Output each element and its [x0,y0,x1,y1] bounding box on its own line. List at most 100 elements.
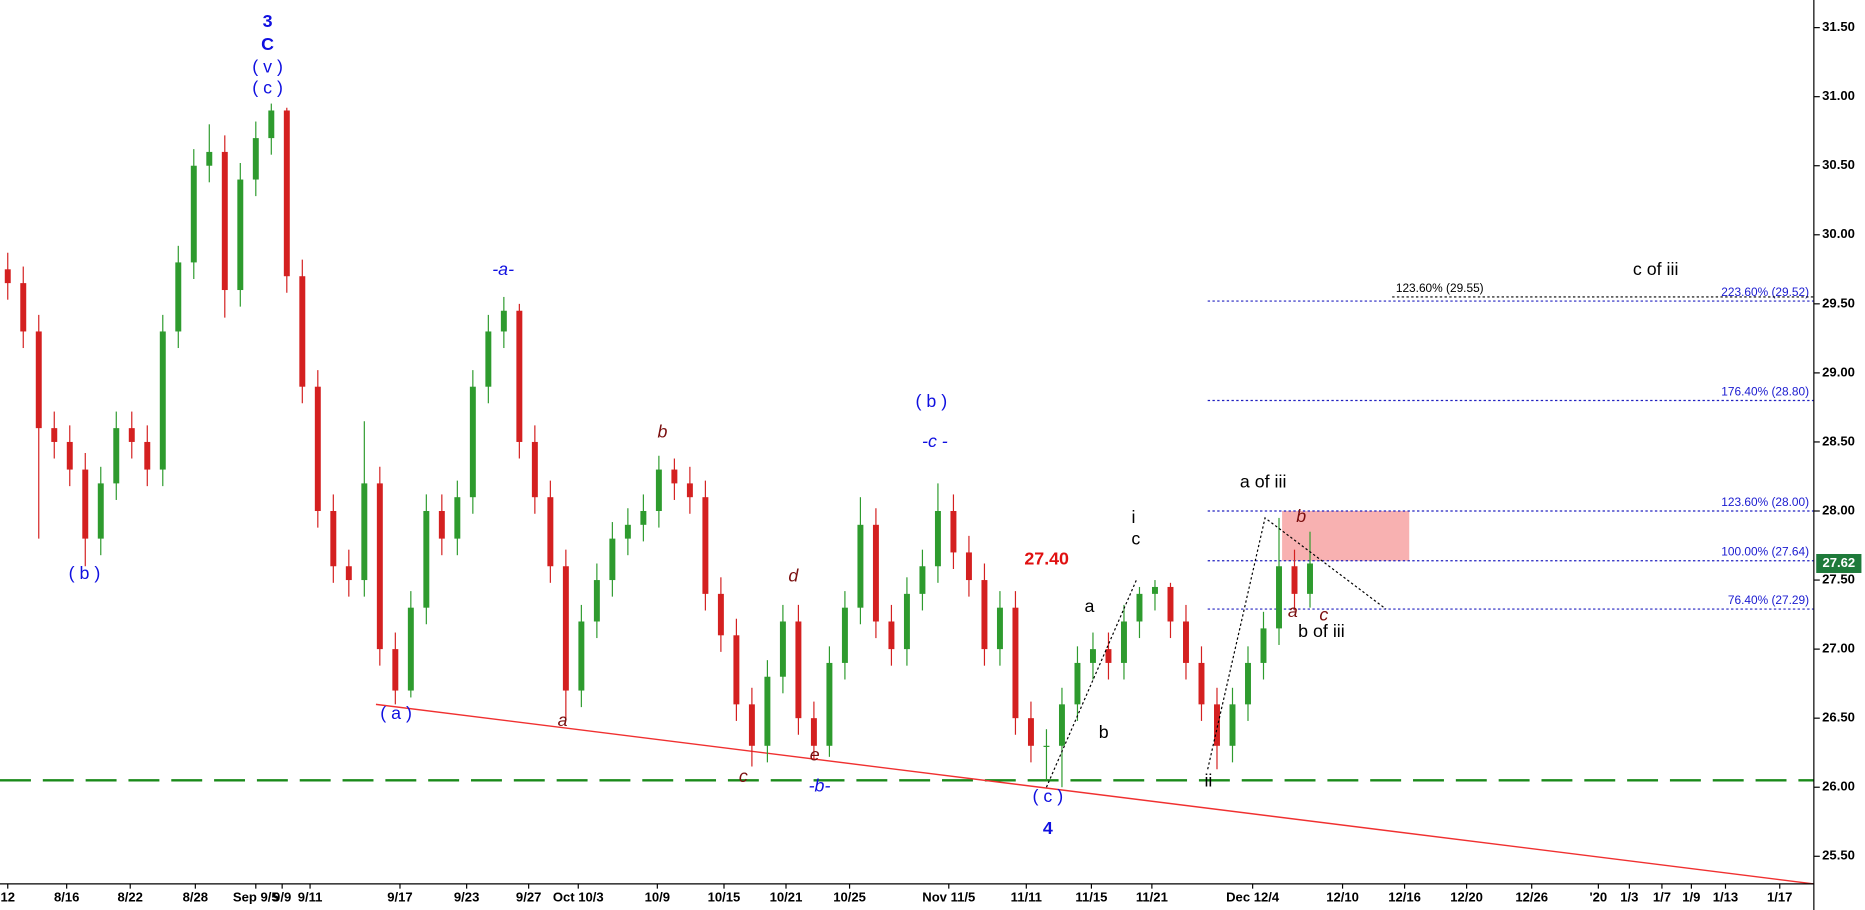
candle-body [1245,662,1251,705]
candle-body [950,511,957,553]
candle-body [965,552,972,581]
candle-body [299,276,306,387]
candle-body [578,621,585,691]
wave-label: a [558,710,568,730]
candle-body [314,386,321,512]
x-tick-label: 1/17 [1767,890,1792,905]
candle-body [144,441,151,470]
candle-body [82,469,89,539]
y-tick-label: 29.50 [1822,295,1855,310]
y-tick-label: 26.50 [1822,710,1855,725]
candle-body [1043,745,1050,747]
fib-label: 100.00% (27.64) [1721,545,1809,559]
candle-body [764,676,771,746]
wave-label: ( c ) [252,78,283,98]
candle-body [485,331,492,387]
wave-label: c [1131,529,1140,549]
x-tick-label: 12/26 [1515,890,1548,905]
candle-body [841,607,848,663]
x-tick-label: 12 [0,890,15,905]
candle-body [1012,607,1019,719]
wave-label: ii [1204,771,1212,791]
candle-body [888,621,895,650]
y-tick-label: 27.00 [1822,641,1855,656]
wave-path [1207,516,1387,770]
wave-label: c [739,766,748,786]
candle-body [1291,566,1298,594]
x-tick-label: 10/25 [833,890,866,905]
y-tick-label: 26.00 [1822,779,1855,794]
fib-label: 223.60% (29.52) [1721,285,1809,299]
candle-body [1089,649,1096,663]
candle-body [795,621,802,719]
candle-body [237,179,244,291]
candle-body [1229,704,1236,746]
x-tick-label: 8/16 [54,890,79,905]
candle-body [1260,628,1267,663]
wave-label: 4 [1043,818,1053,838]
y-tick-label: 28.50 [1822,433,1855,448]
candle-body [438,511,445,539]
candle-body [35,331,42,429]
candle-body [562,566,569,691]
y-tick-label: 25.50 [1822,848,1855,863]
candle-body [934,511,941,567]
x-tick-label: '20 [1590,890,1608,905]
wave-label: C [261,34,274,54]
wave-label: -a- [492,259,514,279]
candle-body [1074,662,1081,705]
wave-label: -c - [922,431,948,451]
candle-body [500,310,507,332]
candle-body [1120,621,1127,663]
x-tick-label: 12/10 [1326,890,1359,905]
x-tick-label: 11/15 [1075,890,1107,905]
candle-body [717,593,724,636]
x-tick-label: 9/23 [454,890,479,905]
fib-label: 123.60% (28.00) [1721,495,1809,509]
wave-label: ( v ) [252,56,283,76]
wave-label: a [1085,596,1095,616]
candle-body [392,649,399,691]
wave-label: ( b ) [69,563,101,583]
candle-body [345,566,352,581]
x-tick-label: 9/27 [516,890,541,905]
candle-body [1152,586,1158,594]
candle-body [1198,662,1205,705]
candle-body [407,607,414,691]
candle-body [1027,718,1034,746]
y-tick-label: 27.50 [1822,572,1855,587]
wave-label: ( a ) [380,703,412,723]
candle-body [454,497,461,539]
candle-body [702,497,709,594]
candle-body [547,497,554,567]
x-tick-label: 1/13 [1713,890,1738,905]
x-tick-label: 9/11 [298,890,323,905]
candle-body [826,662,833,746]
candle-body [1214,704,1220,746]
candle-body [206,151,213,166]
candle-body [252,138,259,180]
wave-label: ( c ) [1033,786,1064,806]
candle-body [469,386,476,498]
candle-body [1136,593,1143,622]
candle-body [4,269,11,284]
trendline [375,703,1814,885]
candle-body [66,441,73,470]
wave-label: b of iii [1298,621,1345,641]
x-tick-label: Nov 11/5 [922,890,975,905]
x-tick-label: 10/9 [645,890,670,905]
candle-body [593,580,600,622]
candle-body [903,593,910,650]
x-tick-label: 9/9 [273,890,291,905]
y-tick-label: 30.50 [1822,157,1855,172]
fib-label: 176.40% (28.80) [1721,384,1809,398]
candle-body [423,511,430,608]
candle-body [671,469,678,484]
wave-label: b [658,422,668,442]
x-tick-label: Dec 12/4 [1226,890,1280,905]
wave-label: i [1132,507,1136,527]
candle-body [733,635,740,705]
candle-body [1105,649,1112,663]
candle-body [919,566,926,594]
